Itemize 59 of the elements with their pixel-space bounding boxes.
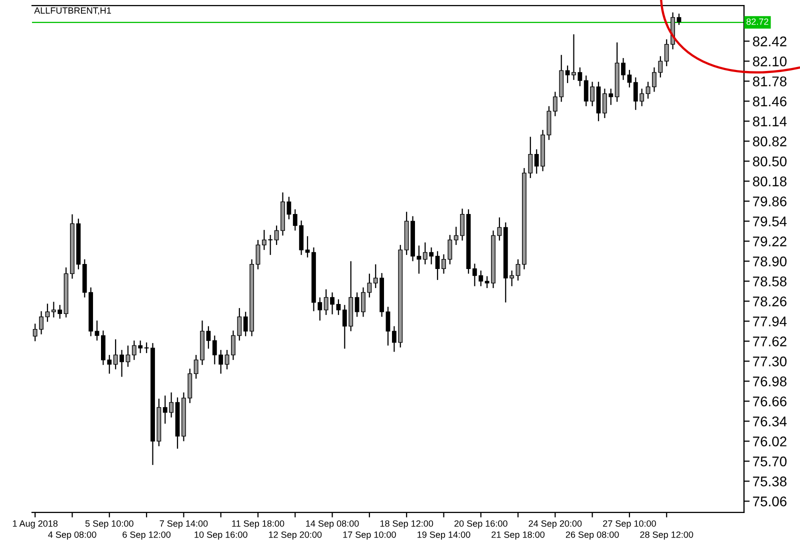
- y-tick-label: 79.86: [753, 196, 786, 206]
- y-tick-label: 80.82: [752, 136, 786, 146]
- y-tick-label: 78.58: [753, 276, 786, 286]
- ref-line-label: 82.72: [746, 18, 768, 25]
- candlestick: [256, 239, 260, 270]
- y-tick-label: 77.62: [753, 336, 786, 346]
- candlestick: [435, 250, 440, 280]
- y-tick-label: 76.66: [753, 396, 786, 406]
- y-tick-label: 75.70: [753, 456, 787, 466]
- candlestick: [336, 298, 341, 316]
- y-tick-label: 75.38: [753, 476, 786, 486]
- x-tick-label: 24 Sep 20:00: [528, 520, 582, 529]
- x-tick-label: 26 Sep 08:00: [566, 531, 619, 540]
- candlestick: [627, 69, 632, 88]
- y-tick-label: 76.34: [753, 416, 787, 426]
- x-tick-label: 14 Sep 08:00: [306, 520, 359, 529]
- candlestick: [305, 236, 310, 258]
- y-tick-label: 76.98: [753, 376, 786, 386]
- y-tick-label: 78.90: [753, 256, 787, 266]
- x-tick-label: 27 Sep 10:00: [603, 520, 656, 529]
- y-tick-label: 80.50: [752, 156, 787, 166]
- candlestick: [516, 258, 520, 282]
- chart-title: ALLFUTBRENT,H1: [34, 7, 111, 15]
- candlestick: [646, 81, 650, 100]
- x-tick-label: 1 Aug 2018: [12, 520, 58, 529]
- y-tick-label: 79.54: [753, 216, 787, 226]
- x-tick-label: 5 Sep 10:00: [85, 520, 134, 529]
- y-tick-label: 76.02: [753, 436, 786, 446]
- y-tick-label: 78.26: [753, 296, 786, 306]
- y-tick-label: 80.18: [752, 176, 786, 186]
- y-tick-label: 77.30: [753, 356, 787, 366]
- x-tick-label: 4 Sep 08:00: [48, 531, 96, 540]
- candlestick: [546, 106, 552, 140]
- x-tick-label: 20 Sep 16:00: [454, 520, 508, 529]
- candlestick: [354, 292, 360, 318]
- candlestick: [224, 349, 230, 370]
- candlestick: [94, 320, 100, 342]
- candlestick: [144, 342, 149, 354]
- x-tick-label: 17 Sep 10:00: [343, 531, 396, 540]
- y-tick-label: 77.94: [753, 316, 787, 326]
- y-tick-label: 81.46: [752, 96, 786, 106]
- y-tick-label: 81.14: [752, 116, 787, 126]
- x-tick-label: 18 Sep 12:00: [380, 520, 434, 529]
- candlestick: [126, 345, 130, 368]
- y-tick-label: 81.78: [752, 76, 786, 86]
- x-tick-label: 19 Sep 14:00: [418, 531, 470, 540]
- x-tick-label: 6 Sep 12:00: [122, 531, 171, 540]
- candlestick: [386, 306, 390, 346]
- x-tick-label: 21 Sep 18:00: [492, 531, 545, 540]
- x-tick-label: 7 Sep 14:00: [160, 520, 208, 529]
- x-tick-label: 28 Sep 12:00: [640, 531, 694, 540]
- y-tick-label: 75.06: [753, 496, 786, 506]
- x-tick-label: 12 Sep 20:00: [268, 531, 322, 540]
- candlestick: [676, 13, 682, 26]
- x-tick-label: 10 Sep 16:00: [194, 531, 248, 540]
- y-tick-label: 79.22: [753, 236, 786, 246]
- y-tick-label: 82.42: [752, 36, 786, 46]
- y-tick-label: 82.10: [752, 56, 787, 66]
- x-tick-label: 11 Sep 18:00: [232, 520, 284, 529]
